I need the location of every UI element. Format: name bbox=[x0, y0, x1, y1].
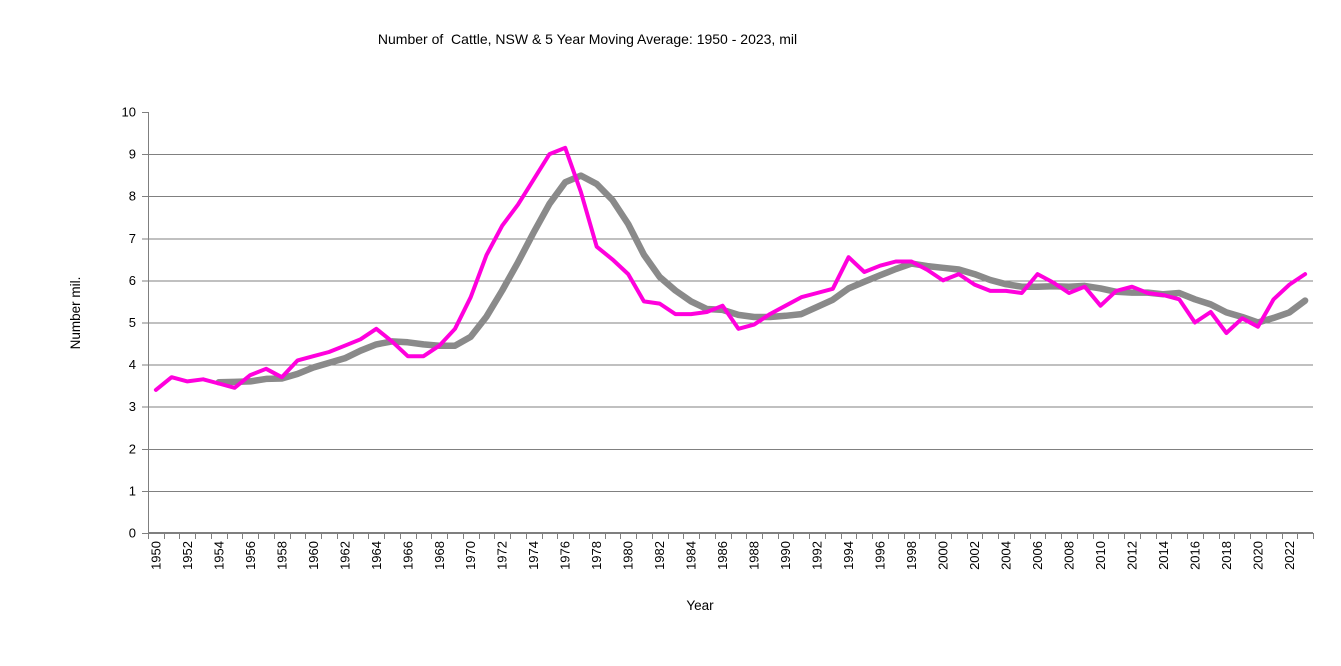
x-tick-label: 1982 bbox=[652, 541, 667, 570]
x-tick-label: 2018 bbox=[1219, 541, 1234, 570]
y-tick-label: 4 bbox=[129, 357, 136, 372]
x-tick-label: 2000 bbox=[936, 541, 951, 570]
x-axis-ticks bbox=[148, 533, 1314, 539]
x-tick-label: 1996 bbox=[873, 541, 888, 570]
chart-title: Number of Cattle, NSW & 5 Year Moving Av… bbox=[377, 31, 798, 47]
x-tick-label: 1956 bbox=[243, 541, 258, 570]
y-tick-label: 10 bbox=[122, 105, 136, 120]
gridlines bbox=[148, 154, 1313, 492]
x-tick-label: 1994 bbox=[841, 541, 856, 570]
x-tick-label: 1988 bbox=[747, 541, 762, 570]
x-tick-label: 1986 bbox=[715, 541, 730, 570]
x-tick-label: 1960 bbox=[306, 541, 321, 570]
x-tick-label: 1966 bbox=[400, 541, 415, 570]
x-tick-label: 2022 bbox=[1282, 541, 1297, 570]
y-tick-label: 9 bbox=[129, 147, 136, 162]
x-tick-label: 2020 bbox=[1250, 541, 1265, 570]
x-tick-label: 1984 bbox=[684, 541, 699, 570]
x-tick-label: 1964 bbox=[369, 541, 384, 570]
x-tick-label: 2014 bbox=[1156, 541, 1171, 570]
y-tick-label: 3 bbox=[129, 399, 136, 414]
y-tick-label: 6 bbox=[129, 273, 136, 288]
axes bbox=[147, 112, 1313, 534]
series-line-5-year-moving-average bbox=[215, 172, 1309, 386]
y-tick-label: 7 bbox=[129, 231, 136, 246]
x-tick-label: 1992 bbox=[810, 541, 825, 570]
x-tick-label: 1952 bbox=[180, 541, 195, 570]
y-tick-label: 8 bbox=[129, 189, 136, 204]
y-axis-ticks: 0 1 2 3 4 5 6 7 8 9 10 bbox=[122, 105, 148, 541]
x-tick-label: 1974 bbox=[526, 541, 541, 570]
x-tick-label: 1972 bbox=[495, 541, 510, 570]
y-tick-label: 2 bbox=[129, 441, 136, 456]
x-tick-label: 1968 bbox=[432, 541, 447, 570]
x-tick-label: 1958 bbox=[274, 541, 289, 570]
x-tick-label: 1998 bbox=[904, 541, 919, 570]
x-tick-label: 1954 bbox=[211, 541, 226, 570]
x-tick-label: 1978 bbox=[589, 541, 604, 570]
x-tick-label: 1990 bbox=[778, 541, 793, 570]
x-tick-label: 2016 bbox=[1187, 541, 1202, 570]
series-line-number-of-cattle-nsw bbox=[153, 145, 1308, 392]
x-tick-label: 2012 bbox=[1124, 541, 1139, 570]
x-tick-label: 2010 bbox=[1093, 541, 1108, 570]
x-tick-label: 2006 bbox=[1030, 541, 1045, 570]
x-tick-label: 1976 bbox=[558, 541, 573, 570]
y-tick-label: 5 bbox=[129, 315, 136, 330]
x-tick-label: 1950 bbox=[148, 541, 163, 570]
x-tick-label: 2008 bbox=[1061, 541, 1076, 570]
y-tick-label: 0 bbox=[129, 526, 136, 541]
x-tick-label: 1980 bbox=[621, 541, 636, 570]
x-axis-tick-labels: 1950 1952 1954 1956 1958 1960 1962 1964 1966 1968… bbox=[148, 541, 1297, 570]
x-tick-label: 1962 bbox=[337, 541, 352, 570]
x-tick-label: 2002 bbox=[967, 541, 982, 570]
x-tick-label: 2004 bbox=[999, 541, 1014, 570]
x-axis-title: Year bbox=[686, 598, 714, 613]
x-tick-label: 1970 bbox=[463, 541, 478, 570]
y-tick-label: 1 bbox=[129, 483, 136, 498]
